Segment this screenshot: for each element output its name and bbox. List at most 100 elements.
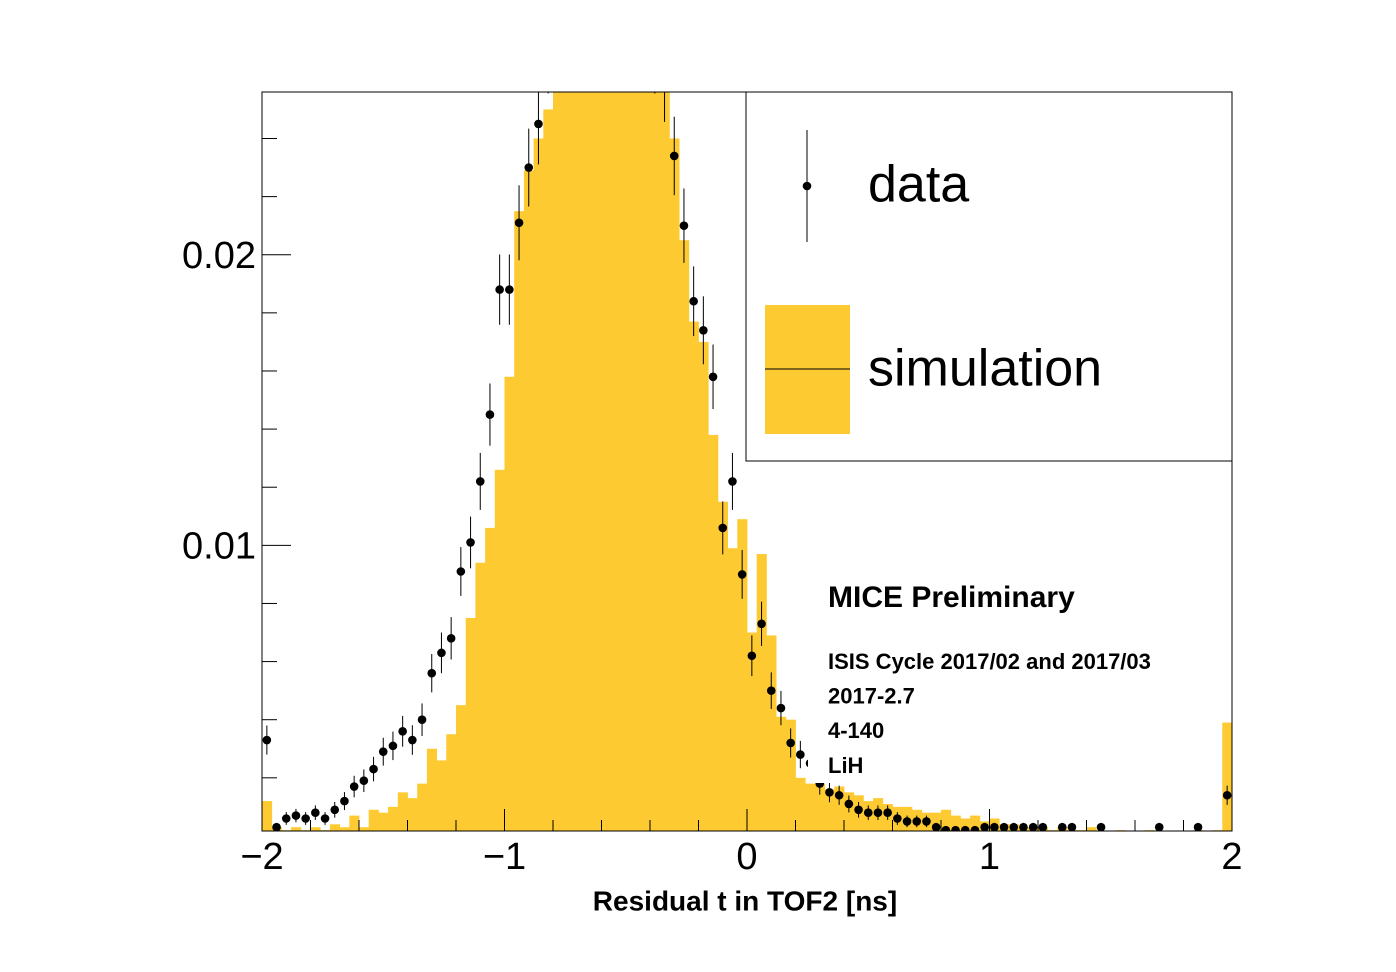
- x-tick-label: 0: [736, 836, 757, 878]
- data-point: [1067, 822, 1077, 831]
- histogram-bar: [931, 812, 942, 831]
- annotation: 4-140: [828, 718, 884, 743]
- histogram-bar: [611, 92, 622, 831]
- data-point: [272, 822, 281, 831]
- histogram-bar: [378, 812, 389, 831]
- histogram-bar: [814, 783, 825, 831]
- data-point: [281, 814, 291, 823]
- data-point: [1057, 822, 1067, 831]
- histogram-bar: [543, 109, 554, 831]
- histogram-bar: [329, 824, 340, 831]
- histogram-bar: [960, 818, 971, 831]
- annotation: 2017-2.7: [828, 684, 915, 709]
- histogram-bar: [688, 321, 699, 831]
- data-point: [408, 735, 417, 745]
- histogram-bar: [475, 562, 486, 831]
- y-tick-label: 0.01: [182, 525, 256, 567]
- histogram-bar: [456, 705, 467, 831]
- histogram-bar: [349, 815, 360, 831]
- data-point: [796, 750, 805, 759]
- histogram-bar: [805, 783, 816, 831]
- histogram-bar: [717, 501, 728, 831]
- histogram-bar: [766, 635, 777, 831]
- legend-label: simulation: [868, 340, 1102, 398]
- data-point: [340, 796, 349, 806]
- data-point: [369, 764, 378, 774]
- data-point: [883, 808, 892, 817]
- data-point: [388, 741, 398, 751]
- histogram-bar: [368, 809, 379, 831]
- annotation: LiH: [828, 753, 863, 778]
- histogram-bar: [533, 138, 544, 831]
- data-point: [359, 776, 369, 786]
- histogram-bar: [397, 792, 408, 831]
- data-point: [262, 735, 272, 745]
- histogram-bar: [679, 240, 690, 831]
- data-point: [699, 325, 708, 335]
- data-point: [446, 634, 456, 643]
- data-point: [737, 570, 747, 579]
- histogram-bar: [640, 92, 651, 831]
- histogram-bar: [562, 92, 573, 831]
- histogram-bar: [514, 211, 525, 831]
- data-point: [825, 788, 834, 797]
- histogram-bar: [1222, 722, 1232, 831]
- data-point: [311, 808, 320, 817]
- histogram-bar: [620, 92, 631, 831]
- data-point: [990, 822, 999, 831]
- histogram-bar: [291, 827, 302, 831]
- legend-marker: [802, 181, 812, 191]
- data-point: [970, 825, 980, 831]
- data-point: [398, 727, 407, 736]
- data-point: [417, 715, 427, 724]
- data-point: [437, 648, 446, 658]
- histogram-bar: [359, 827, 370, 831]
- plot-area: [262, 92, 1232, 831]
- data-point: [1096, 822, 1106, 831]
- overlay: MICE Preliminary ISIS Cycle 2017/02 and 2…: [182, 91, 1243, 878]
- histogram-bar: [553, 92, 564, 831]
- histogram-bar: [504, 376, 515, 831]
- data-point: [980, 822, 989, 831]
- data-point: [320, 814, 330, 823]
- data-point: [534, 119, 543, 129]
- histogram-bar: [572, 92, 583, 831]
- data-point: [786, 738, 795, 748]
- histogram-bar: [747, 632, 758, 831]
- histogram-bar: [426, 748, 437, 831]
- histogram-bar: [485, 527, 496, 831]
- data-point: [679, 221, 689, 230]
- data-point: [475, 477, 485, 486]
- x-tick-label: 2: [1221, 836, 1242, 878]
- data-point: [1019, 822, 1028, 831]
- x-tick-label: −2: [240, 836, 283, 878]
- data-point: [728, 477, 737, 486]
- histogram-bar: [630, 92, 641, 831]
- data-point: [505, 285, 514, 294]
- histogram-bar: [785, 719, 796, 831]
- data-point: [1009, 822, 1019, 831]
- data-point: [863, 808, 873, 817]
- data-point: [902, 817, 912, 826]
- histogram-bar: [824, 789, 835, 831]
- histogram-bar: [601, 92, 612, 831]
- data-point: [999, 822, 1009, 831]
- histogram-bar: [950, 815, 961, 831]
- data-point: [757, 619, 766, 629]
- histogram-bar: [650, 92, 661, 831]
- legend-label: data: [868, 156, 969, 214]
- histogram-bar: [727, 548, 738, 831]
- data-point: [524, 163, 534, 172]
- histogram-bar: [941, 809, 952, 831]
- data-point: [514, 218, 524, 228]
- data-point: [931, 822, 941, 831]
- histogram-bar: [708, 434, 719, 831]
- annotation-box: [808, 578, 1220, 783]
- data-point: [951, 825, 960, 831]
- data-point: [1028, 822, 1038, 831]
- histogram-bar: [494, 469, 505, 831]
- data-point: [349, 782, 359, 791]
- data-point: [960, 825, 970, 831]
- histogram-bar: [417, 783, 428, 831]
